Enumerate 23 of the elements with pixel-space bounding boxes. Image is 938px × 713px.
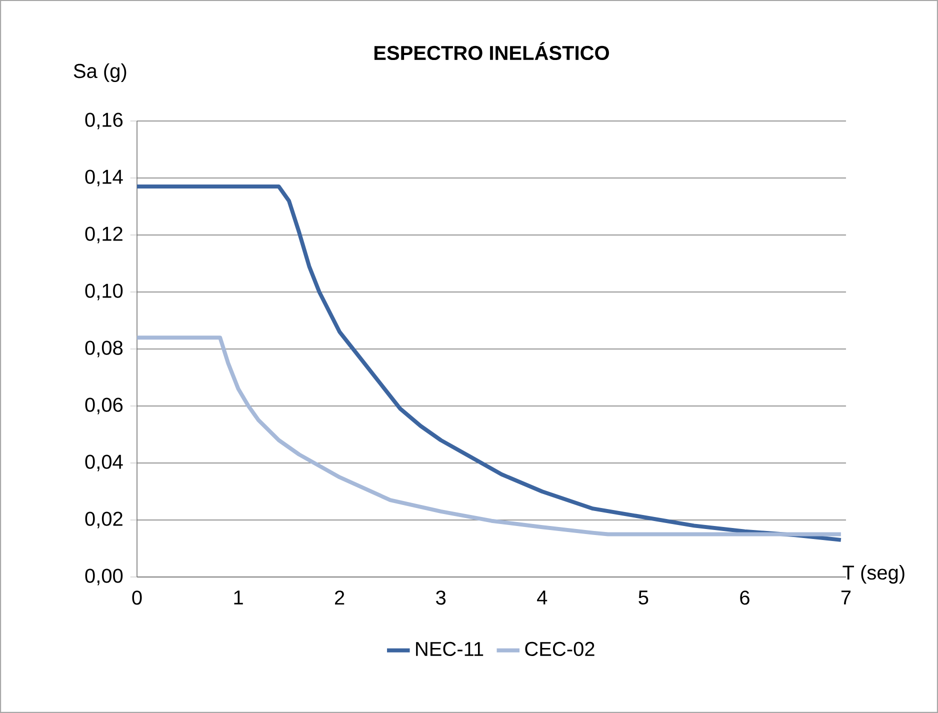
- x-tick-label: 5: [638, 590, 648, 605]
- x-tick-label: 7: [841, 590, 851, 604]
- y-tick-label: 0,08: [85, 340, 123, 358]
- y-tick-label: 0,12: [85, 226, 122, 244]
- y-tick-label: 0,00: [85, 568, 123, 586]
- x-tick-label: 0: [132, 590, 142, 605]
- x-tick-label: 3: [436, 590, 446, 605]
- line-series: [137, 184, 843, 542]
- y-tick-label: 0,10: [85, 284, 123, 300]
- legend-label: CEC-02: [525, 642, 594, 656]
- y-tick-label: 0,04: [85, 454, 123, 472]
- y-tick-label: 0,14: [85, 170, 123, 186]
- x-axis-title: T (seg): [842, 565, 904, 584]
- y-tick-label: 0,02: [85, 512, 122, 528]
- y-tick-label: 0,06: [85, 398, 123, 414]
- y-tick-label: 0,16: [85, 112, 123, 130]
- chart-title: ESPECTRO INELÁSTICO: [374, 42, 609, 60]
- legend-label: NEC-11: [416, 642, 484, 656]
- x-tick-label: 4: [537, 590, 548, 604]
- y-axis-title: Sa (g): [74, 63, 126, 82]
- x-tick-label: 2: [335, 590, 344, 605]
- x-tick-label: 1: [234, 590, 243, 604]
- x-tick-label: 6: [740, 590, 750, 605]
